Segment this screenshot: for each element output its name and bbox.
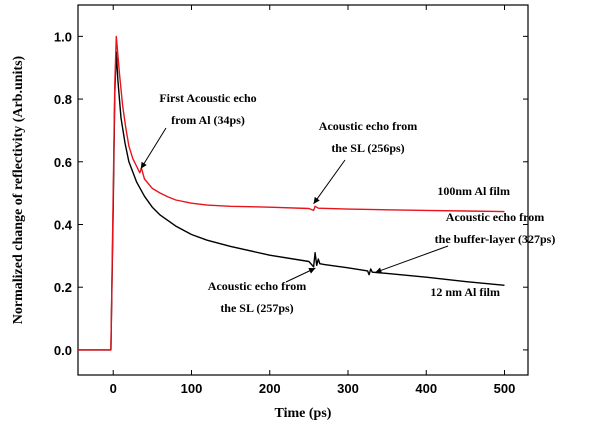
y-tick-label: 0.8 xyxy=(54,92,72,107)
series-label-100nm: 100nm Al film xyxy=(437,184,510,198)
axis-ticks: 0 100 200 300 400 500 0.0 0.2 0.4 0.6 0.8 1.0 xyxy=(54,5,528,396)
annotation-arrow xyxy=(374,245,449,273)
x-tick-label: 300 xyxy=(337,381,359,396)
annotation-text: the SL (257ps) xyxy=(220,301,293,315)
y-tick-label: 0.2 xyxy=(54,280,72,295)
x-axis-title: Time (ps) xyxy=(275,406,332,421)
y-tick-label: 0.6 xyxy=(54,155,72,170)
annotation-text: Acoustic echo from xyxy=(208,279,306,293)
annotation-text: Acoustic echo from xyxy=(446,210,544,224)
annotation-text: from Al (34ps) xyxy=(171,113,245,127)
annotation-text: First Acoustic echo xyxy=(159,91,256,105)
annotation-arrow xyxy=(140,127,167,170)
annotation-text: the SL (256ps) xyxy=(331,141,404,155)
y-axis-title: Normalized change of reflectivity (Arb.u… xyxy=(11,55,26,324)
annotation-arrowhead xyxy=(375,267,383,274)
annotation-text: Acoustic echo from xyxy=(319,119,417,133)
y-tick-label: 1.0 xyxy=(54,29,72,44)
annotation-arrowhead xyxy=(313,196,320,204)
x-tick-label: 400 xyxy=(415,381,437,396)
annotations: First Acoustic echo from Al (34ps) Acousti… xyxy=(140,91,556,315)
series-line xyxy=(78,51,505,351)
y-tick-label: 0.0 xyxy=(54,343,72,358)
annotation-text: the buffer-layer (327ps) xyxy=(435,232,556,246)
annotation-arrow xyxy=(313,159,346,205)
x-tick-label: 200 xyxy=(259,381,281,396)
x-tick-label: 0 xyxy=(110,381,117,396)
y-tick-label: 0.4 xyxy=(54,217,73,232)
series-label-12nm: 12 nm Al film xyxy=(430,285,500,299)
annotation-arrowhead xyxy=(140,161,147,169)
annotation-arrowhead xyxy=(308,268,316,274)
x-tick-label: 500 xyxy=(494,381,516,396)
series-line xyxy=(78,35,505,351)
series-lines xyxy=(78,35,505,351)
plot-frame xyxy=(77,4,529,376)
x-tick-label: 100 xyxy=(181,381,203,396)
